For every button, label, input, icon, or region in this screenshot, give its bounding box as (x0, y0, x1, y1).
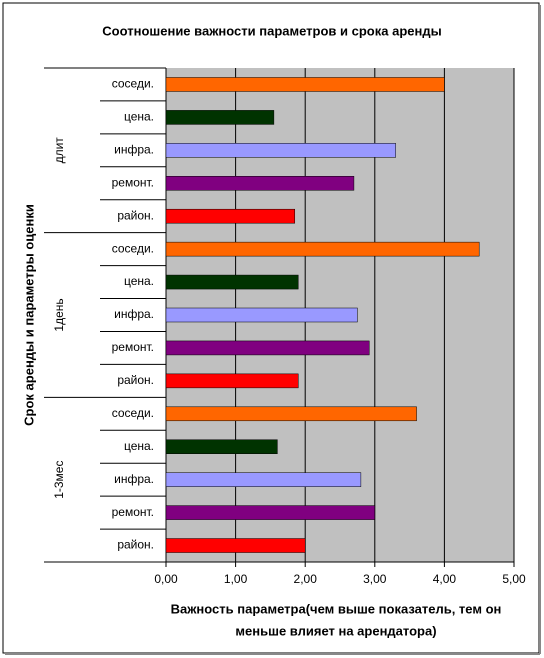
y-tick-label: цена. (124, 439, 154, 453)
y-tick-label: соседи. (112, 406, 154, 420)
y-axis-title: Срок аренды и параметры оценки (21, 204, 36, 426)
x-tick-label: 3,00 (363, 572, 387, 586)
group-label: 1-3мес (52, 461, 66, 499)
x-tick-label: 0,00 (154, 572, 178, 586)
bar (165, 505, 376, 520)
group-label: 1день (52, 298, 66, 331)
bar (165, 208, 296, 224)
bar (165, 406, 417, 422)
bar (165, 373, 299, 389)
bar (165, 110, 275, 125)
y-tick-label: инфра. (114, 307, 154, 321)
y-tick-label: соседи. (112, 77, 154, 91)
bar (165, 307, 358, 323)
bar (165, 439, 278, 454)
x-tick-label: 4,00 (433, 572, 457, 586)
y-tick-label: район. (117, 538, 154, 552)
x-axis-title: меньше влияет на арендатора) (235, 623, 436, 638)
chart-title: Соотношение важности параметров и срока … (102, 23, 441, 38)
bar (165, 176, 355, 191)
bar (165, 274, 299, 290)
y-tick-label: цена. (124, 274, 154, 288)
bar (165, 241, 480, 257)
bar (165, 472, 362, 487)
y-tick-label: инфра. (114, 472, 154, 486)
x-tick-label: 5,00 (502, 572, 526, 586)
x-tick-label: 1,00 (224, 572, 248, 586)
y-tick-label: ремонт. (112, 340, 154, 354)
y-tick-label: район. (117, 373, 154, 387)
bar (165, 143, 396, 158)
bar (165, 340, 370, 356)
x-tick-label: 2,00 (294, 572, 318, 586)
y-tick-label: район. (117, 208, 154, 222)
y-tick-label: соседи. (112, 241, 154, 255)
group-label: длит (52, 137, 66, 164)
bar (165, 77, 445, 92)
y-tick-label: цена. (124, 110, 154, 124)
bar (165, 538, 306, 553)
y-tick-label: инфра. (114, 143, 154, 157)
x-axis-title: Важность параметра(чем выше показатель, … (171, 601, 502, 616)
y-tick-label: ремонт. (112, 175, 154, 189)
y-tick-label: ремонт. (112, 505, 154, 519)
